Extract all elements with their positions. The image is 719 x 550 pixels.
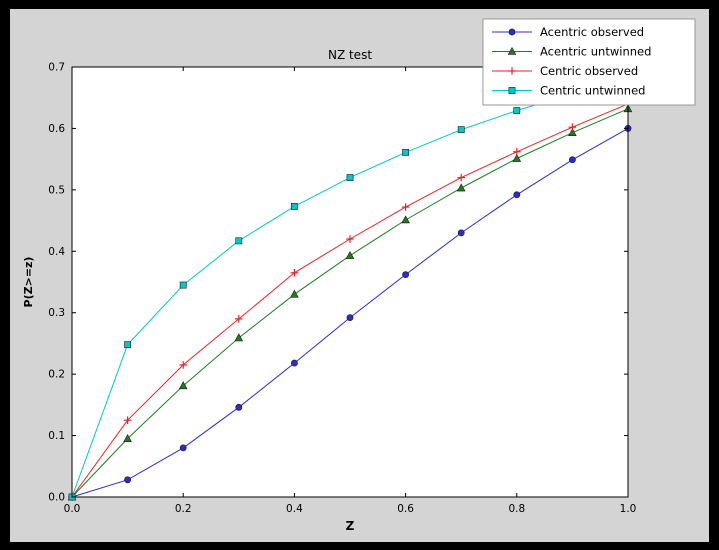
data-point-marker: [512, 153, 522, 162]
legend-label: Acentric observed: [540, 25, 644, 39]
data-point-marker: [402, 148, 409, 156]
x-axis-label: Z: [346, 519, 355, 533]
y-tick-label: 0.0: [48, 492, 65, 504]
data-point-marker: [513, 191, 521, 199]
data-point-marker: [290, 203, 298, 210]
data-point-marker: [290, 359, 298, 367]
data-point-marker: [457, 229, 465, 237]
x-tick-label: 0.4: [286, 503, 303, 515]
series-centric-observed: [68, 100, 632, 501]
y-tick-label: 0.3: [48, 307, 65, 319]
plot-area: [72, 67, 628, 497]
y-tick-label: 0.2: [48, 369, 65, 381]
legend-item-centric-untwinned: Centric untwinned: [492, 84, 645, 98]
legend-item-acentric-observed: Acentric observed: [492, 25, 644, 39]
data-point-marker: [345, 250, 355, 259]
series-acentric-observed: [68, 125, 632, 501]
y-tick-label: 0.4: [48, 246, 65, 258]
x-tick-label: 0.8: [508, 503, 525, 515]
y-tick-label: 0.1: [48, 430, 65, 442]
data-point-marker: [123, 434, 132, 442]
data-point-marker: [178, 381, 188, 390]
chart-title: NZ test: [328, 48, 372, 62]
data-point-marker: [346, 174, 354, 181]
data-point-marker: [569, 156, 576, 164]
data-point-marker: [402, 271, 409, 279]
legend-label: Acentric untwinned: [540, 45, 651, 59]
y-tick-label: 0.7: [48, 62, 65, 74]
data-point-marker: [124, 341, 131, 349]
data-point-marker: [124, 476, 131, 484]
x-tick-label: 0.0: [64, 503, 81, 515]
data-point-marker: [290, 289, 299, 298]
data-point-marker: [507, 46, 517, 55]
legend-item-acentric-untwinned: Acentric untwinned: [492, 45, 651, 59]
data-point-marker: [457, 126, 465, 134]
y-axis-label: P(Z>=z): [22, 257, 35, 308]
legend-item-centric-observed: Centric observed: [492, 64, 638, 78]
figure-canvas: 0.0 0.2 0.4 0.6 0.8 1.0 0.0 0.1 0.2 0.3 0.4 0.5 0.6 0…: [10, 9, 709, 542]
data-point-marker: [508, 28, 516, 36]
data-point-marker: [401, 215, 410, 224]
data-point-marker: [234, 333, 244, 342]
data-point-marker: [513, 107, 521, 115]
x-tick-label: 0.2: [175, 503, 192, 515]
data-point-marker: [508, 87, 516, 94]
x-tick-label: 0.6: [397, 503, 414, 515]
legend-label: Centric untwinned: [540, 84, 645, 98]
data-point-marker: [235, 403, 243, 411]
data-point-marker: [568, 128, 577, 137]
series-acentric-untwinned: [67, 104, 633, 501]
legend-label: Centric observed: [540, 64, 638, 78]
axes-frame: [71, 66, 629, 498]
nz-test-plot: 0.0 0.2 0.4 0.6 0.8 1.0 0.0 0.1 0.2 0.3 0.4 0.5 0.6 0…: [22, 18, 696, 533]
x-tick-label: 1.0: [620, 503, 637, 515]
data-point-marker: [179, 444, 187, 452]
y-tick-label: 0.5: [48, 184, 65, 196]
data-point-marker: [179, 281, 187, 289]
data-point-marker: [346, 314, 354, 322]
data-point-marker: [235, 237, 243, 245]
legend: Acentric observed Acentric untwinned Centr…: [482, 18, 696, 106]
y-tick-label: 0.6: [48, 123, 65, 135]
data-point-marker: [456, 183, 466, 192]
